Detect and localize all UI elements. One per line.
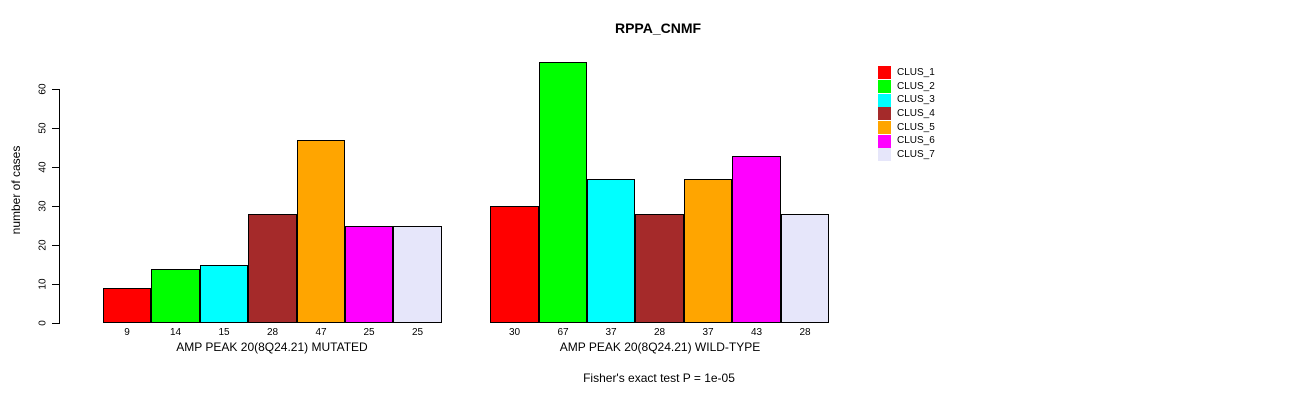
bar-clus_1 <box>490 206 539 323</box>
y-axis-tick-label: 60 <box>37 83 49 95</box>
y-axis-tick <box>52 284 59 285</box>
bar-clus_2 <box>151 269 200 323</box>
y-axis-tick <box>52 245 59 246</box>
y-axis-tick <box>52 206 59 207</box>
legend-item-clus_3: CLUS_3 <box>878 93 935 107</box>
bar-value-label: 47 <box>315 327 327 338</box>
legend-item-clus_2: CLUS_2 <box>878 80 935 94</box>
bar-clus_7 <box>393 226 442 323</box>
legend-swatch <box>878 66 891 80</box>
bar-clus_4 <box>248 214 297 323</box>
legend-item-clus_7: CLUS_7 <box>878 148 935 162</box>
bar-value-label: 14 <box>169 327 182 338</box>
legend-swatch <box>878 93 891 107</box>
bar-clus_3 <box>200 265 248 323</box>
bar-clus_4 <box>635 214 684 323</box>
bar-value-label: 28 <box>266 327 279 338</box>
y-axis-line <box>59 89 60 324</box>
bar-clus_7 <box>781 214 829 323</box>
y-axis-tick-label: 20 <box>37 239 49 251</box>
y-axis-tick <box>52 128 59 129</box>
bar-value-label: 15 <box>218 327 230 338</box>
y-axis-label: number of cases <box>9 145 23 235</box>
bar-value-label: 67 <box>557 327 569 338</box>
y-axis-tick-label: 30 <box>37 200 49 212</box>
y-axis-tick <box>52 167 59 168</box>
y-axis-tick <box>52 89 59 90</box>
group-label: AMP PEAK 20(8Q24.21) WILD-TYPE <box>559 340 761 354</box>
bar-value-label: 30 <box>508 327 521 338</box>
bar-value-label: 43 <box>750 327 763 338</box>
legend-label: CLUS_4 <box>897 108 935 120</box>
legend-item-clus_4: CLUS_4 <box>878 107 935 121</box>
y-axis-tick-label: 0 <box>37 320 49 326</box>
legend: CLUS_1 CLUS_2 CLUS_3 CLUS_4 CLUS_5 CLUS_6 CLUS… <box>878 66 935 162</box>
y-axis-tick <box>52 323 59 324</box>
legend-swatch <box>878 148 891 162</box>
legend-label: CLUS_3 <box>897 94 935 106</box>
bar-value-label: 28 <box>653 327 666 338</box>
bar-value-label: 28 <box>799 327 811 338</box>
bar-value-label: 25 <box>363 327 375 338</box>
bar-clus_5 <box>684 179 732 323</box>
y-axis-tick-label: 40 <box>37 161 49 173</box>
fisher-test-annotation: Fisher's exact test P = 1e-05 <box>583 371 735 385</box>
y-axis-tick-label: 10 <box>37 278 49 290</box>
bar-value-label: 9 <box>124 327 130 338</box>
legend-label: CLUS_6 <box>897 135 935 147</box>
bar-clus_6 <box>345 226 393 323</box>
bar-value-label: 37 <box>605 327 617 338</box>
bar-clus_3 <box>587 179 635 323</box>
legend-swatch <box>878 107 891 121</box>
bar-clus_6 <box>732 156 781 323</box>
legend-label: CLUS_1 <box>897 67 935 78</box>
y-axis-tick-label: 50 <box>37 122 49 134</box>
bar-clus_5 <box>297 140 345 323</box>
bar-value-label: 37 <box>702 327 714 338</box>
bar-clus_1 <box>103 288 151 323</box>
legend-label: CLUS_2 <box>897 80 935 92</box>
legend-item-clus_1: CLUS_1 <box>878 66 935 80</box>
chart-title: RPPA_CNMF <box>614 20 702 36</box>
bar-value-label: 25 <box>411 327 424 338</box>
legend-swatch <box>878 121 891 135</box>
group-label: AMP PEAK 20(8Q24.21) MUTATED <box>176 340 368 354</box>
legend-swatch <box>878 80 891 94</box>
legend-swatch <box>878 134 891 148</box>
legend-item-clus_5: CLUS_5 <box>878 121 935 135</box>
legend-item-clus_6: CLUS_6 <box>878 134 935 148</box>
bar-clus_2 <box>539 62 587 323</box>
legend-label: CLUS_5 <box>897 121 935 133</box>
legend-label: CLUS_7 <box>897 149 935 161</box>
